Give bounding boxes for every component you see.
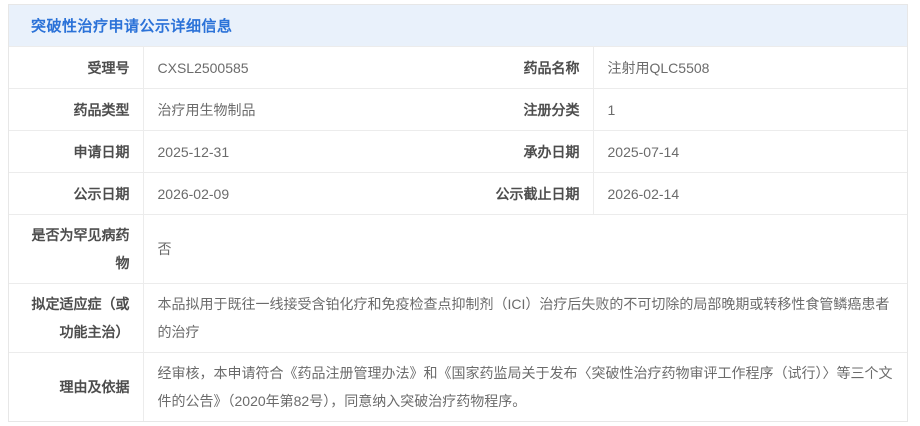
field-label-drug-type: 药品类型 <box>9 88 143 131</box>
field-value-application-date: 2025-12-31 <box>142 130 462 173</box>
field-label-undertake-date: 承办日期 <box>462 130 593 173</box>
field-value-proposed-indication: 本品拟用于既往一线接受含铂化疗和免疫检查点抑制剂（ICI）治疗后失败的不可切除的… <box>142 283 907 353</box>
field-label-publicity-date: 公示日期 <box>9 172 143 215</box>
table-row: 申请日期 2025-12-31 承办日期 2025-07-14 <box>9 130 907 173</box>
panel-header: 突破性治疗申请公示详细信息 <box>9 5 907 46</box>
field-value-publicity-end-date: 2026-02-14 <box>592 172 907 215</box>
breakthrough-therapy-detail-panel: 突破性治疗申请公示详细信息 受理号 CXSL2500585 药品名称 注射用QL… <box>8 4 908 422</box>
table-row: 理由及依据 经审核，本申请符合《药品注册管理办法》和《国家药监局关于发布〈突破性… <box>9 352 907 421</box>
field-label-reason-basis: 理由及依据 <box>9 352 143 421</box>
field-label-application-date: 申请日期 <box>9 130 143 173</box>
detail-table: 受理号 CXSL2500585 药品名称 注射用QLC5508 药品类型 治疗用… <box>9 46 907 421</box>
field-label-acceptance-no: 受理号 <box>9 46 143 89</box>
field-value-drug-type: 治疗用生物制品 <box>142 88 462 131</box>
table-row: 公示日期 2026-02-09 公示截止日期 2026-02-14 <box>9 172 907 215</box>
table-row: 拟定适应症（或功能主治） 本品拟用于既往一线接受含铂化疗和免疫检查点抑制剂（IC… <box>9 283 907 353</box>
field-label-registration-class: 注册分类 <box>462 88 593 131</box>
field-label-proposed-indication: 拟定适应症（或功能主治） <box>9 283 143 353</box>
field-value-acceptance-no: CXSL2500585 <box>142 46 462 89</box>
field-value-undertake-date: 2025-07-14 <box>592 130 907 173</box>
field-value-reason-basis: 经审核，本申请符合《药品注册管理办法》和《国家药监局关于发布〈突破性治疗药物审评… <box>142 352 907 421</box>
field-label-publicity-end-date: 公示截止日期 <box>462 172 593 215</box>
table-row: 是否为罕见病药物 否 <box>9 214 907 284</box>
panel-title: 突破性治疗申请公示详细信息 <box>31 18 233 35</box>
field-value-drug-name: 注射用QLC5508 <box>592 46 907 89</box>
table-row: 药品类型 治疗用生物制品 注册分类 1 <box>9 88 907 131</box>
field-label-drug-name: 药品名称 <box>462 46 593 89</box>
field-value-registration-class: 1 <box>592 88 907 131</box>
field-label-rare-disease: 是否为罕见病药物 <box>9 214 143 284</box>
field-value-publicity-date: 2026-02-09 <box>142 172 462 215</box>
table-row: 受理号 CXSL2500585 药品名称 注射用QLC5508 <box>9 46 907 89</box>
field-value-rare-disease: 否 <box>142 214 907 284</box>
